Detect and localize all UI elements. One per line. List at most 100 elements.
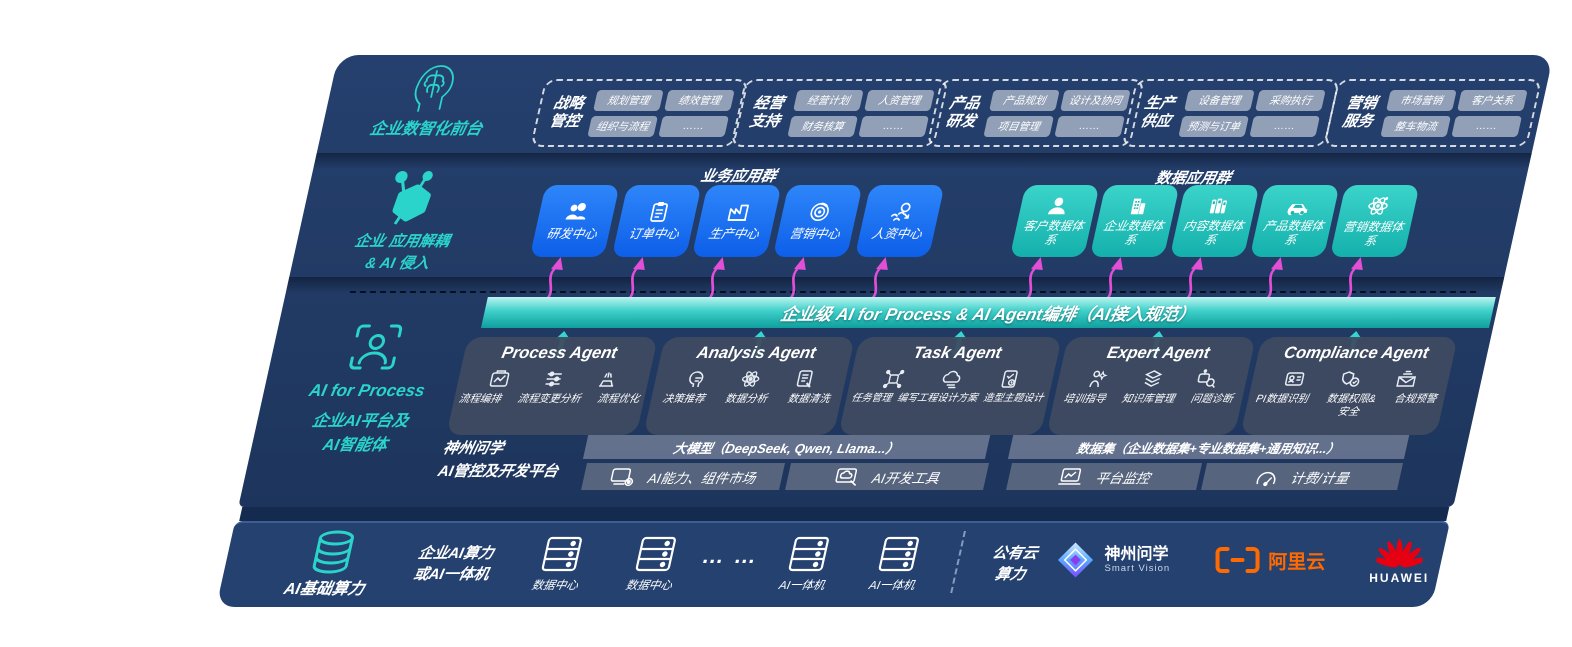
- platform-name-line2: AI管控及开发平台: [436, 463, 560, 481]
- agent-card-task: Task Agent 任务管理 编写工程设计方案 造型主题设计: [838, 337, 1062, 435]
- agent-item: 数据分析: [723, 393, 769, 405]
- agent-title: Expert Agent: [1105, 344, 1212, 362]
- chip: 预测与订单: [1178, 115, 1250, 137]
- agent-card-compliance: Compliance Agent PI数据识别 数据权限&安全 合规预警: [1240, 337, 1458, 435]
- agent-labels: PI数据识别 数据权限&安全 合规预警: [1252, 393, 1438, 418]
- car-icon: [1287, 203, 1308, 215]
- ellipsis-dots: … …: [699, 543, 762, 568]
- chip: 产品规划: [989, 89, 1060, 111]
- agent-icons: [667, 368, 835, 390]
- group-name: 经营支持: [747, 95, 786, 130]
- data-box-marketing: 营销数据体系: [1329, 185, 1420, 257]
- agent-item: 决策推荐: [661, 393, 706, 405]
- app-box-label: 人资中心: [870, 227, 924, 242]
- id-card-icon: [1284, 372, 1305, 386]
- team-icon: [565, 203, 586, 220]
- business-apps-title: 业务应用群: [699, 168, 778, 185]
- hr-person-icon: [890, 202, 911, 222]
- huawei-name: HUAWEI: [1369, 571, 1430, 585]
- flow-orchestration-icon: [489, 370, 509, 387]
- agent-item: 数据权限&安全: [1325, 393, 1378, 418]
- data-box-content: 内容数据体系: [1169, 185, 1260, 257]
- knowledge-layers-icon: [1144, 370, 1163, 387]
- chip: ……: [1249, 115, 1321, 137]
- target-icon: [810, 202, 829, 222]
- app-box-order-center: 订单中心: [611, 185, 702, 257]
- gauge-icon: [1256, 471, 1276, 486]
- ai-capability-market-label: AI能力、组件市场: [646, 470, 757, 486]
- agent-item: 流程优化: [596, 393, 641, 405]
- diagnosis-icon: [1197, 369, 1215, 389]
- ai-devtools-label: AI开发工具: [870, 470, 941, 486]
- data-analysis-atom-icon: [741, 371, 760, 387]
- group-supply: 生产供应 设备管理 采购执行 预测与订单 ……: [1121, 79, 1341, 147]
- smartvision-name: 神州问学: [1104, 545, 1169, 563]
- agent-icons: [470, 368, 638, 390]
- chip: ……: [658, 115, 730, 137]
- agent-card-expert: Expert Agent 培训指导 知识库管理 问题诊断: [1046, 337, 1256, 435]
- app-box-label: 研发中心: [545, 227, 599, 242]
- vendor-logos: 神州问学 Smart Vision 阿里云: [1055, 535, 1430, 585]
- atom-icon: [1368, 196, 1389, 215]
- server-icon: [630, 535, 682, 578]
- chip: 采购执行: [1255, 89, 1326, 111]
- public-cloud-label: 公有云 算力: [973, 543, 1052, 585]
- agent-item: 流程编排: [457, 393, 503, 405]
- chip: 设计及协同: [1060, 89, 1131, 111]
- agent-item: 数据清洗: [786, 393, 832, 405]
- app-box-production-center: 生产中心: [691, 185, 782, 257]
- chip: 规划管理: [593, 89, 664, 111]
- app-box-label: 营销中心: [788, 227, 842, 242]
- infra-label: AI基础算力: [282, 581, 366, 598]
- app-box-label: 订单中心: [627, 227, 681, 242]
- enterprise-compute-line2: 或AI一体机: [411, 566, 491, 583]
- node-label: 数据中心: [530, 580, 580, 592]
- agent-labels: 流程编排 流程变更分析 流程优化: [458, 393, 641, 406]
- node-label: AI一体机: [777, 580, 826, 592]
- section-divider: [950, 531, 966, 593]
- agent-title: Process Agent: [499, 344, 619, 362]
- agent-labels: 任务管理 编写工程设计方案 造型主题设计: [850, 393, 1045, 405]
- aliyun-logo-icon: [1215, 547, 1260, 573]
- platform-name-line1: 神州问学: [441, 440, 506, 457]
- training-icon: [1089, 370, 1108, 388]
- flow-optimize-icon: [599, 372, 614, 387]
- data-box-label: 营销数据体系: [1341, 219, 1405, 248]
- agent-labels: 培训指导 知识库管理 问题诊断: [1062, 393, 1234, 406]
- platform-monitor-bar: 平台监控: [1006, 463, 1203, 490]
- platform-monitor-label: 平台监控: [1094, 470, 1152, 486]
- person-scan-icon: [343, 321, 408, 378]
- chip: 市场营销: [1386, 89, 1457, 111]
- data-box-label: 产品数据体系: [1262, 218, 1326, 247]
- group-name: 生产供应: [1138, 95, 1177, 130]
- server-icon: [783, 535, 835, 578]
- group-name: 战略管控: [547, 95, 586, 130]
- data-box-customer: 客户数据体系: [1009, 185, 1100, 257]
- chip: 绩效管理: [664, 89, 735, 111]
- chip: 项目管理: [983, 115, 1055, 137]
- smartvision-sub: Smart Vision: [1104, 562, 1171, 574]
- smartvision-logo-icon: [1057, 542, 1094, 578]
- billing-bar: 计费/计量: [1201, 463, 1404, 490]
- agent-item: 编写工程设计方案: [896, 393, 979, 404]
- agent-title: Task Agent: [911, 344, 1004, 362]
- app-layer-label-line2: & AI 侵入: [363, 254, 432, 272]
- ai-orchestration-band: 企业级 AI for Process & AI Agent编排（AI接入规范）: [480, 297, 1496, 328]
- group-chips: 规划管理 绩效管理 组织与流程 ……: [587, 89, 735, 137]
- group-chips: 市场营销 客户关系 整车物流 ……: [1380, 89, 1528, 137]
- group-chips: 经营计划 人资管理 财务核算 ……: [787, 89, 935, 137]
- data-box-label: 客户数据体系: [1022, 218, 1086, 247]
- vendor-smartvision: 神州问学 Smart Vision: [1055, 539, 1171, 581]
- chip: ……: [1054, 115, 1126, 137]
- data-box-label: 内容数据体系: [1182, 218, 1246, 247]
- enterprise-compute-title: 企业AI算力 或AI一体机: [383, 543, 524, 585]
- brain-icon: [402, 61, 463, 120]
- app-box-marketing-center: 营销中心: [772, 185, 863, 257]
- row-edge-shadow: [313, 153, 1532, 169]
- group-strategy: 战略管控 规划管理 绩效管理 组织与流程 ……: [530, 79, 750, 147]
- dataset-header-bar: 数据集（企业数据集+专业数据集+通用知识...）: [1007, 435, 1410, 459]
- chip: 整车物流: [1380, 115, 1452, 137]
- app-box-label: 生产中心: [707, 227, 761, 242]
- app-layer-label-line1: 企业 应用解耦: [353, 233, 452, 250]
- group-operation: 经营支持 经营计划 人资管理 财务核算 ……: [730, 79, 950, 147]
